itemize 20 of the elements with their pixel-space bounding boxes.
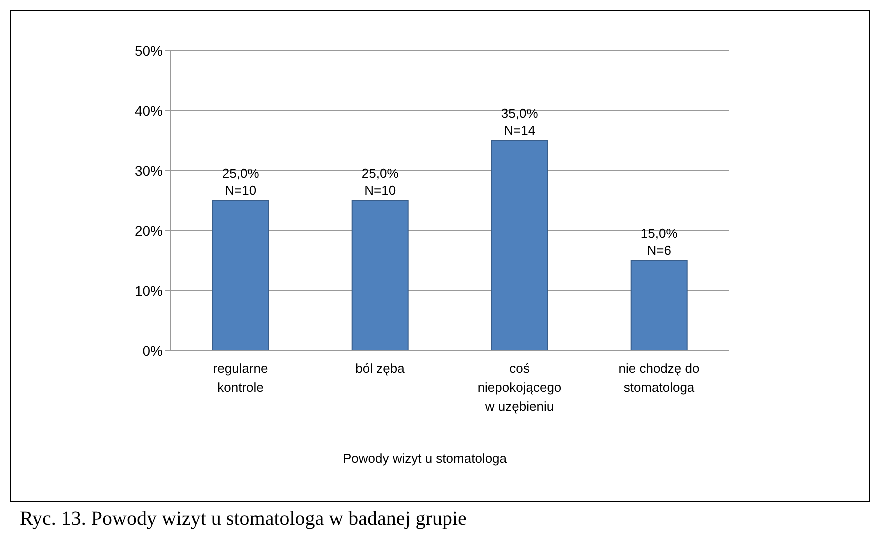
- y-tick-label: 20%: [134, 222, 163, 239]
- bar: [352, 200, 409, 351]
- x-tick-label: regularne kontrole: [213, 361, 268, 395]
- bar: [630, 260, 688, 351]
- y-tick-label: 30%: [134, 162, 163, 179]
- x-tick-label: nie chodzę do stomatologa: [618, 361, 700, 395]
- y-tick-label: 0%: [142, 342, 163, 359]
- data-label: 25,0% N=10: [222, 166, 260, 198]
- y-tick-label: 10%: [134, 282, 163, 299]
- x-tick-label: ból zęba: [356, 361, 406, 376]
- data-label: 35,0% N=14: [501, 106, 539, 138]
- x-tick-label: coś niepokojącego w uzębieniu: [478, 361, 562, 414]
- bar: [491, 140, 548, 351]
- x-axis-title: Powody wizyt u stomatologa: [342, 451, 508, 466]
- y-tick-label: 50%: [134, 42, 163, 59]
- data-label: 15,0% N=6: [640, 226, 678, 258]
- bar: [212, 200, 270, 351]
- data-label: 25,0% N=10: [362, 166, 400, 198]
- y-tick-label: 40%: [134, 102, 163, 119]
- text: Ryc. 13. Powody wizyt u stomatologa w badanej grupie: [20, 508, 467, 531]
